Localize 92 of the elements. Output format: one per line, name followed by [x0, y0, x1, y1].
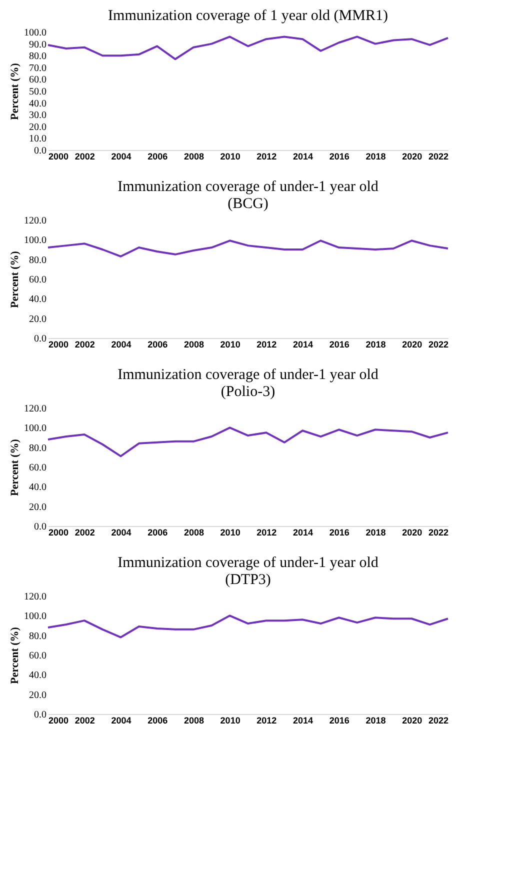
y-tick-label: 0.0: [34, 710, 46, 720]
x-tick-label: 2002: [74, 528, 95, 538]
chart-title: Immunization coverage of under-1 year old (BCG): [118, 179, 379, 212]
y-tick-label: 80.0: [29, 630, 46, 642]
y-tick-label: 20.0: [29, 122, 46, 133]
x-tick-label: 2004: [111, 340, 132, 350]
line-series: [47, 426, 449, 458]
x-tick-label: 2008: [184, 152, 204, 162]
y-tick-label: 60.0: [29, 274, 46, 286]
chart-title: Immunization coverage of under-1 year old (DTP3): [118, 555, 379, 588]
x-tick-label: 2008: [184, 716, 204, 726]
y-tick-label: 0.0: [34, 146, 46, 156]
y-tick-label: 0.0: [34, 522, 46, 532]
y-tick-label: 40.0: [29, 482, 46, 494]
y-tick-label: 70.0: [29, 62, 46, 74]
line-series: [47, 36, 449, 60]
x-tick-label: 2000: [48, 528, 69, 538]
y-tick-label: 0.0: [34, 334, 46, 344]
y-tick-label: 60.0: [29, 650, 46, 662]
x-tick-label: 2022: [428, 528, 448, 538]
x-tick-label: 2018: [366, 340, 386, 350]
x-tick-label: 2006: [148, 528, 168, 538]
x-tick-label: 2010: [220, 528, 240, 538]
y-tick-label: 60.0: [29, 462, 46, 474]
x-tick-label: 2004: [111, 528, 132, 538]
x-tick-label: 2006: [148, 152, 168, 162]
x-tick-label: 2012: [256, 716, 277, 726]
y-axis-title: Percent (%): [9, 62, 21, 120]
x-tick-label: 2022: [428, 340, 448, 350]
x-tick-label: 2018: [366, 528, 386, 538]
chart-title: Immunization coverage of under-1 year old (Polio-3): [118, 367, 379, 400]
x-tick-label: 2006: [148, 340, 168, 350]
x-tick-label: 2002: [74, 716, 95, 726]
x-tick-label: 2012: [256, 340, 277, 350]
x-tick-label: 2004: [111, 152, 132, 162]
y-tick-label: 10.0: [29, 134, 46, 145]
y-axis-title: Percent (%): [9, 438, 21, 496]
x-tick-label: 2012: [256, 152, 277, 162]
y-axis-title: Percent (%): [9, 626, 21, 684]
x-tick-label: 2002: [74, 340, 95, 350]
y-tick-label: 100.0: [24, 28, 46, 38]
y-tick-label: 80.0: [29, 254, 46, 266]
y-axis-title: Percent (%): [9, 250, 21, 308]
y-tick-label: 30.0: [29, 110, 46, 122]
y-tick-label: 100.0: [24, 611, 46, 622]
x-tick-label: 2020: [402, 340, 422, 350]
y-tick-label: 60.0: [29, 74, 46, 86]
y-tick-label: 50.0: [29, 86, 46, 98]
x-tick-label: 2018: [366, 716, 386, 726]
x-tick-label: 2010: [220, 340, 240, 350]
y-tick-label: 120.0: [24, 592, 46, 602]
y-tick-label: 20.0: [29, 314, 46, 325]
y-tick-label: 90.0: [29, 39, 46, 50]
x-tick-label: 2020: [402, 528, 422, 538]
y-tick-label: 80.0: [29, 442, 46, 454]
x-tick-label: 2022: [428, 152, 448, 162]
x-tick-label: 2020: [402, 152, 422, 162]
x-tick-label: 2010: [220, 152, 240, 162]
y-tick-label: 20.0: [29, 690, 46, 701]
x-tick-label: 2018: [366, 152, 386, 162]
y-tick-label: 40.0: [29, 294, 46, 306]
x-tick-label: 2002: [74, 152, 95, 162]
y-tick-label: 100.0: [24, 423, 46, 434]
x-tick-label: 2016: [329, 152, 350, 162]
x-tick-label: 2008: [184, 340, 204, 350]
chart-title: Immunization coverage of 1 year old (MMR1): [108, 8, 388, 24]
y-tick-label: 40.0: [29, 670, 46, 682]
line-series: [47, 614, 449, 638]
y-tick-label: 40.0: [29, 98, 46, 110]
x-tick-label: 2016: [329, 528, 350, 538]
x-tick-label: 2010: [220, 716, 240, 726]
x-tick-label: 2014: [293, 152, 314, 162]
x-tick-label: 2000: [48, 716, 69, 726]
x-tick-label: 2008: [184, 528, 204, 538]
x-tick-label: 2004: [111, 716, 132, 726]
x-tick-label: 2000: [48, 340, 69, 350]
y-tick-label: 120.0: [24, 404, 46, 414]
y-tick-label: 120.0: [24, 216, 46, 226]
y-tick-label: 80.0: [29, 51, 46, 62]
y-tick-label: 20.0: [29, 502, 46, 513]
x-tick-label: 2014: [293, 528, 314, 538]
x-tick-label: 2022: [428, 716, 448, 726]
x-tick-label: 2020: [402, 716, 422, 726]
x-tick-label: 2014: [293, 716, 314, 726]
y-tick-label: 100.0: [24, 235, 46, 246]
x-tick-label: 2016: [329, 340, 350, 350]
x-tick-label: 2016: [329, 716, 350, 726]
x-tick-label: 2000: [48, 152, 69, 162]
x-tick-label: 2014: [293, 340, 314, 350]
x-tick-label: 2006: [148, 716, 168, 726]
line-series: [47, 240, 449, 258]
x-tick-label: 2012: [256, 528, 277, 538]
